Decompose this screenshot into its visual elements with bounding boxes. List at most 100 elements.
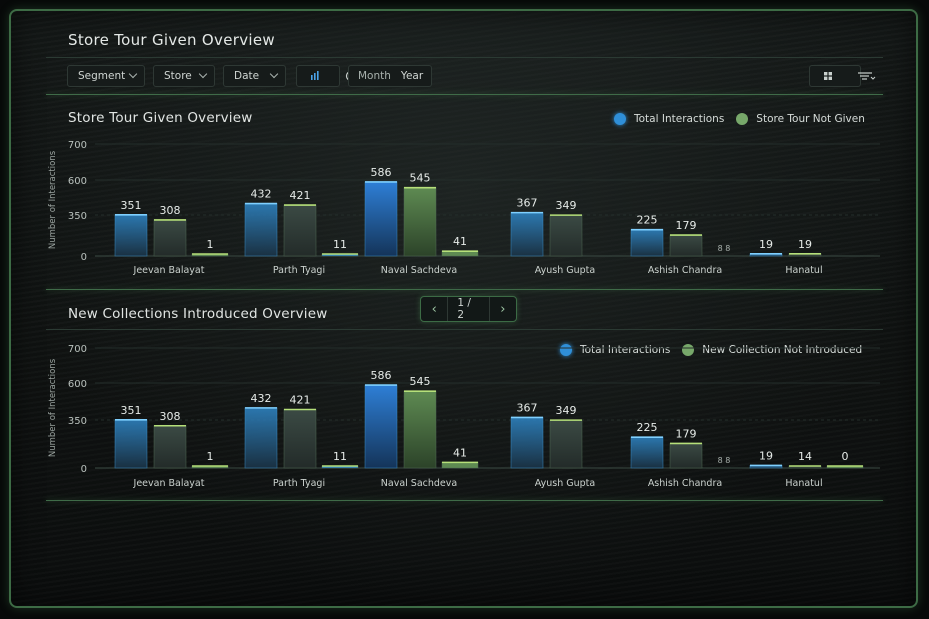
data-label: 367 <box>517 401 538 414</box>
y-tick-label: 600 <box>68 176 87 187</box>
x-tick-label: Parth Tyagi <box>273 478 325 489</box>
x-tick-label: Ayush Gupta <box>535 478 595 489</box>
data-label: 545 <box>410 172 431 185</box>
collections-chart-title: New Collections Introduced Overview <box>68 306 328 322</box>
chart-bar <box>510 417 544 469</box>
x-tick-label: Jeevan Balayat <box>133 478 205 489</box>
data-label: 586 <box>371 369 392 382</box>
data-label: 14 <box>798 450 812 463</box>
y-tick-label: 350 <box>68 416 87 427</box>
chart-bar <box>630 229 664 257</box>
chart-bar <box>153 425 187 469</box>
legend-label: Total Interactions <box>580 344 671 356</box>
chevron-right-icon[interactable]: › <box>500 301 506 317</box>
chart-bar <box>114 214 148 257</box>
data-label: 19 <box>798 238 812 251</box>
x-tick-label: Naval Sachdeva <box>381 478 457 489</box>
data-label: 351 <box>121 404 142 417</box>
chevron-left-icon[interactable]: ‹ <box>431 301 437 317</box>
period-toggle[interactable]: Month Year <box>348 65 432 87</box>
legend-label: Store Tour Not Given <box>756 113 865 125</box>
data-label: 41 <box>453 446 467 459</box>
legend-label: Total Interactions <box>634 113 725 125</box>
chart-bar <box>244 407 278 469</box>
bar-chart-icon[interactable] <box>297 67 333 85</box>
chart-bar <box>549 419 583 469</box>
y-tick-label: 600 <box>68 379 87 390</box>
x-tick-label: Ayush Gupta <box>535 265 595 276</box>
chart-bar <box>549 214 583 257</box>
x-tick-label: Hanatul <box>785 478 822 489</box>
year-option[interactable]: Year <box>400 70 424 82</box>
data-label: 11 <box>333 450 347 463</box>
legend-swatch-green <box>682 344 695 356</box>
legend-item-not-introduced: New Collection Not Introduced <box>682 344 862 356</box>
data-label: 41 <box>453 235 467 248</box>
toolbar-divider <box>46 94 883 95</box>
chart-bar <box>441 461 479 469</box>
data-label: 0 <box>842 450 849 463</box>
chart-bar <box>114 419 148 469</box>
date-dropdown-label: Date <box>234 70 260 82</box>
segment-dropdown[interactable]: Segment <box>67 65 145 87</box>
pagination-indicator: 1 / 2 <box>447 297 490 321</box>
view-toggle[interactable] <box>809 65 876 87</box>
x-tick-label: Naval Sachdeva <box>381 265 457 276</box>
chart-bar <box>153 219 187 257</box>
chart-bar <box>364 181 398 257</box>
data-label: 308 <box>160 410 181 423</box>
y-tick-label: 0 <box>81 464 87 475</box>
data-label: 432 <box>251 188 272 201</box>
y-tick-label: 700 <box>68 344 87 355</box>
list-view-icon[interactable] <box>846 67 886 85</box>
data-label: 545 <box>410 375 431 388</box>
data-label: 308 <box>160 204 181 217</box>
bottom-divider <box>46 500 883 501</box>
chart-bar <box>669 443 703 469</box>
section-title-divider <box>46 329 883 330</box>
collections-legend: Total Interactions New Collection Not In… <box>560 344 874 356</box>
chart-bar <box>403 390 437 469</box>
date-dropdown[interactable]: Date <box>223 65 286 87</box>
data-label: 421 <box>290 393 311 406</box>
data-label: 19 <box>759 449 773 462</box>
store-tour-chart-title: Store Tour Given Overview <box>68 110 253 126</box>
legend-item-total-interactions: Total Interactions <box>614 113 724 125</box>
x-tick-label: Hanatul <box>785 265 822 276</box>
data-label: 179 <box>676 427 697 440</box>
data-label: 225 <box>637 214 658 227</box>
legend-swatch-blue <box>560 344 572 356</box>
y-tick-label: 350 <box>68 211 87 222</box>
month-option[interactable]: Month <box>358 70 391 82</box>
chart-bar <box>630 436 664 469</box>
data-label: 421 <box>290 189 311 202</box>
data-label: 1 <box>207 450 214 463</box>
legend-swatch-green <box>736 113 749 125</box>
y-axis-label: Number of Interactions <box>48 358 58 457</box>
data-label: 179 <box>676 219 697 232</box>
y-tick-label: 0 <box>81 252 87 263</box>
legend-label: New Collection Not Introduced <box>702 344 863 356</box>
data-label: 432 <box>251 392 272 405</box>
section-divider <box>46 289 883 290</box>
store-dropdown-label: Store <box>164 70 192 82</box>
header-divider <box>46 57 883 58</box>
data-label: 351 <box>121 199 142 212</box>
data-label: 349 <box>556 404 577 417</box>
chart-bar <box>510 212 544 257</box>
data-label: 8 8 <box>718 456 731 465</box>
chart-bar <box>364 384 398 469</box>
store-dropdown[interactable]: Store <box>153 65 215 87</box>
data-label: 586 <box>371 166 392 179</box>
x-tick-label: Parth Tyagi <box>273 265 325 276</box>
data-label: 349 <box>556 199 577 212</box>
data-label: 225 <box>637 421 658 434</box>
legend-swatch-blue <box>614 113 626 125</box>
segment-dropdown-label: Segment <box>78 70 126 82</box>
x-tick-label: Ashish Chandra <box>648 478 722 489</box>
grid-view-icon[interactable] <box>810 67 846 85</box>
data-label: 367 <box>517 197 538 210</box>
x-tick-label: Jeevan Balayat <box>133 265 205 276</box>
